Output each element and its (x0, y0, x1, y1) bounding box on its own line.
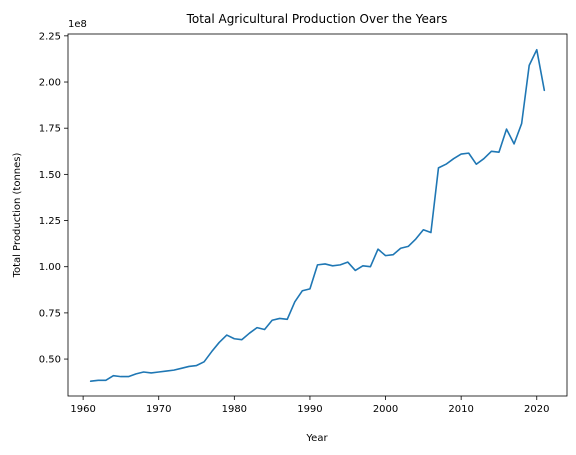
y-tick-label: 2.25 (39, 31, 61, 42)
x-tick-label: 1970 (146, 404, 171, 415)
y-axis-ticks: 0.50 0.75 1.00 1.25 1.50 1.75 2.00 2.25 (39, 31, 68, 366)
x-tick-label: 1990 (297, 404, 322, 415)
x-tick-label: 2000 (373, 404, 398, 415)
x-tick-label: 2020 (524, 404, 549, 415)
plot-area (89, 48, 546, 383)
y-tick-label: 0.50 (39, 355, 61, 366)
plot-frame (67, 33, 568, 397)
x-tick-label: 1980 (222, 404, 247, 415)
y-axis-multiplier: 1e8 (68, 19, 87, 30)
y-tick-label: 1.75 (39, 124, 61, 135)
y-tick-label: 2.00 (39, 78, 61, 89)
series-line-0 (89, 48, 546, 383)
y-tick-label: 1.50 (39, 170, 61, 181)
x-tick-label: 1960 (70, 404, 95, 415)
y-tick-label: 0.75 (39, 308, 61, 319)
y-tick-label: 1.25 (39, 216, 61, 227)
x-tick-label: 2010 (448, 404, 473, 415)
y-axis-label: Total Production (tonnes) (12, 153, 23, 279)
y-tick-label: 1.00 (39, 262, 61, 273)
x-axis-label: Year (305, 433, 328, 444)
x-axis-ticks: 1960 1970 1980 1990 2000 2010 2020 (70, 396, 549, 415)
chart-title: Total Agricultural Production Over the Y… (186, 12, 448, 26)
